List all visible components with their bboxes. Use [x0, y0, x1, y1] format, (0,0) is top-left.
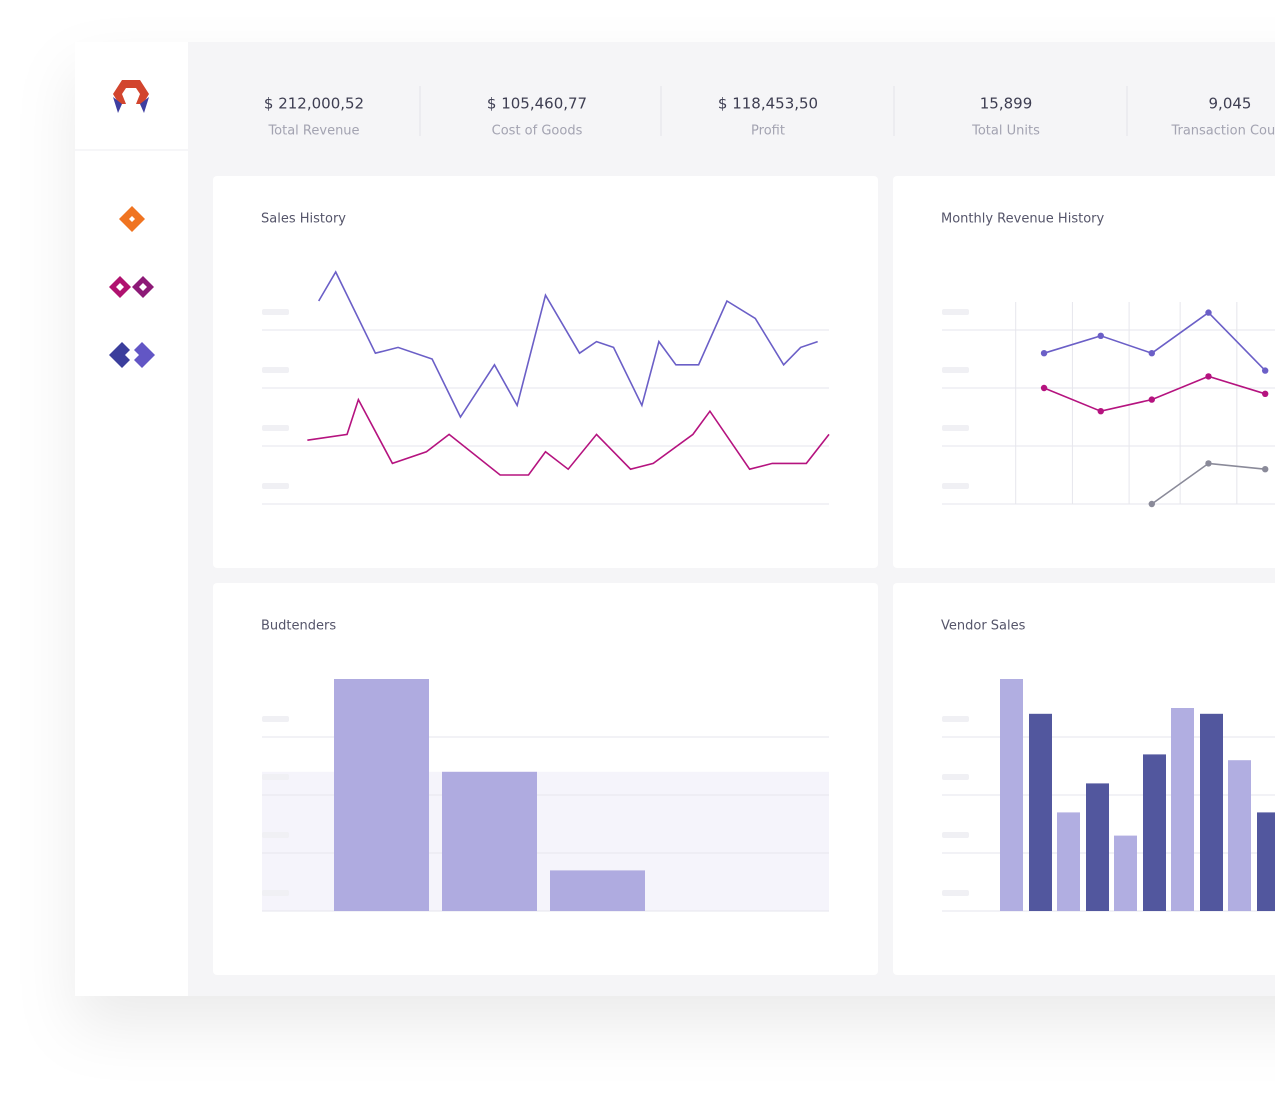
kpi-value: 9,045: [1209, 95, 1252, 113]
line-series: [318, 270, 818, 419]
kpi-value: $ 118,453,50: [718, 95, 818, 113]
bar: [1000, 679, 1023, 911]
kpi-label: Profit: [751, 124, 785, 139]
point: [1261, 367, 1269, 374]
point: [1148, 350, 1155, 357]
y-tick-placeholder: [942, 774, 969, 780]
point: [1097, 332, 1104, 339]
point: [1148, 500, 1155, 508]
nav-icon[interactable]: [109, 342, 155, 368]
bar: [334, 679, 429, 911]
bar: [1057, 812, 1080, 911]
nav-icon[interactable]: [109, 276, 154, 298]
bar: [550, 870, 645, 911]
nav-icon-inner: [129, 216, 135, 222]
bar: [1143, 754, 1166, 911]
bar: [1114, 835, 1137, 911]
point: [1261, 466, 1269, 473]
kpi-value: $ 212,000,52: [264, 95, 364, 113]
kpi-label: Transaction Count: [1170, 124, 1275, 139]
y-tick-placeholder: [262, 483, 289, 489]
point: [1205, 309, 1212, 316]
point: [1261, 390, 1269, 397]
point: [1205, 373, 1212, 380]
bar: [1200, 713, 1223, 911]
point: [1097, 408, 1104, 415]
chart-title: Sales History: [261, 212, 346, 227]
chart-title: Budtenders: [261, 619, 336, 634]
kpi-label: Total Revenue: [267, 124, 359, 139]
chart-title: Monthly Revenue History: [941, 212, 1104, 227]
kpi-value: $ 105,460,77: [487, 95, 587, 113]
y-tick-placeholder: [942, 483, 969, 489]
line-series: [307, 397, 830, 476]
bar: [1257, 812, 1275, 911]
kpi-value: 15,899: [980, 95, 1033, 113]
sidebar: [75, 42, 188, 996]
y-tick-placeholder: [942, 309, 969, 315]
point: [1148, 396, 1155, 403]
y-tick-placeholder: [942, 716, 969, 722]
chart-card: [893, 176, 1275, 568]
y-tick-placeholder: [262, 716, 289, 722]
logo[interactable]: [113, 80, 149, 113]
bar: [1171, 708, 1194, 911]
kpi-label: Cost of Goods: [492, 124, 583, 139]
y-tick-placeholder: [942, 890, 969, 896]
bar: [1086, 783, 1109, 911]
y-tick-placeholder: [262, 774, 289, 780]
y-tick-placeholder: [942, 367, 969, 373]
y-tick-placeholder: [262, 890, 289, 896]
y-tick-placeholder: [262, 367, 289, 373]
chart-card: [213, 176, 878, 568]
point: [1040, 350, 1048, 357]
y-tick-placeholder: [942, 425, 969, 431]
kpi-label: Total Units: [971, 124, 1040, 139]
y-tick-placeholder: [262, 425, 289, 431]
y-tick-placeholder: [942, 832, 969, 838]
y-tick-placeholder: [262, 832, 289, 838]
bar: [1228, 760, 1251, 911]
y-tick-placeholder: [262, 309, 289, 315]
bar: [442, 771, 537, 911]
chart-title: Vendor Sales: [941, 619, 1026, 634]
point: [1205, 460, 1212, 467]
bar: [1029, 713, 1052, 911]
point: [1040, 384, 1048, 392]
